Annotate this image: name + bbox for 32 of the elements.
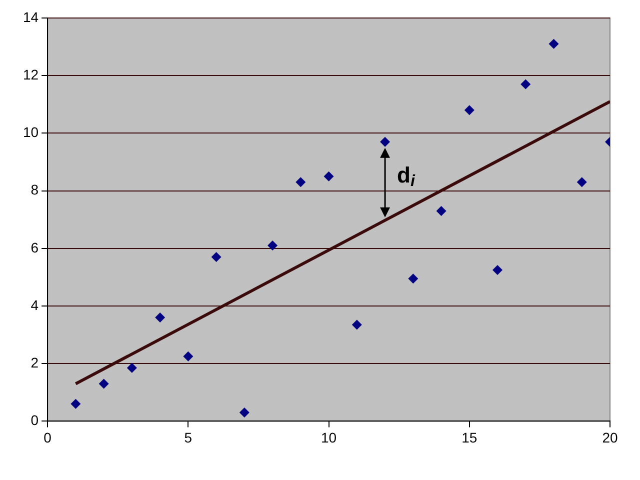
point	[324, 171, 334, 182]
point	[548, 38, 559, 49]
point	[352, 320, 362, 330]
x-tick-label: 15	[462, 429, 478, 446]
x-tick-label: 0	[44, 429, 52, 446]
point	[408, 274, 418, 284]
point	[155, 312, 166, 323]
point	[268, 240, 278, 251]
y-tick-label: 14	[22, 8, 39, 25]
x-tick-label: 20	[602, 429, 618, 446]
point	[239, 408, 250, 418]
y-tick-label: 10	[22, 124, 39, 140]
y-tick-label: 2	[30, 354, 39, 370]
point	[436, 206, 446, 216]
x-tick-label: 5	[184, 429, 192, 446]
x-tick-label: 10	[320, 429, 337, 446]
point	[211, 252, 222, 262]
point	[576, 177, 587, 188]
point	[183, 351, 194, 362]
point	[520, 79, 531, 90]
y-tick-label: 8	[30, 182, 39, 198]
point	[126, 362, 137, 373]
point	[464, 105, 474, 116]
y-tick-label: 0	[30, 412, 39, 428]
point	[70, 398, 81, 409]
y-tick-label: 6	[30, 239, 39, 256]
point	[296, 177, 306, 188]
y-tick-label: 12	[22, 66, 39, 82]
point	[492, 265, 503, 275]
y-tick-label: 4	[30, 296, 39, 313]
point	[98, 378, 109, 389]
point	[380, 136, 390, 147]
